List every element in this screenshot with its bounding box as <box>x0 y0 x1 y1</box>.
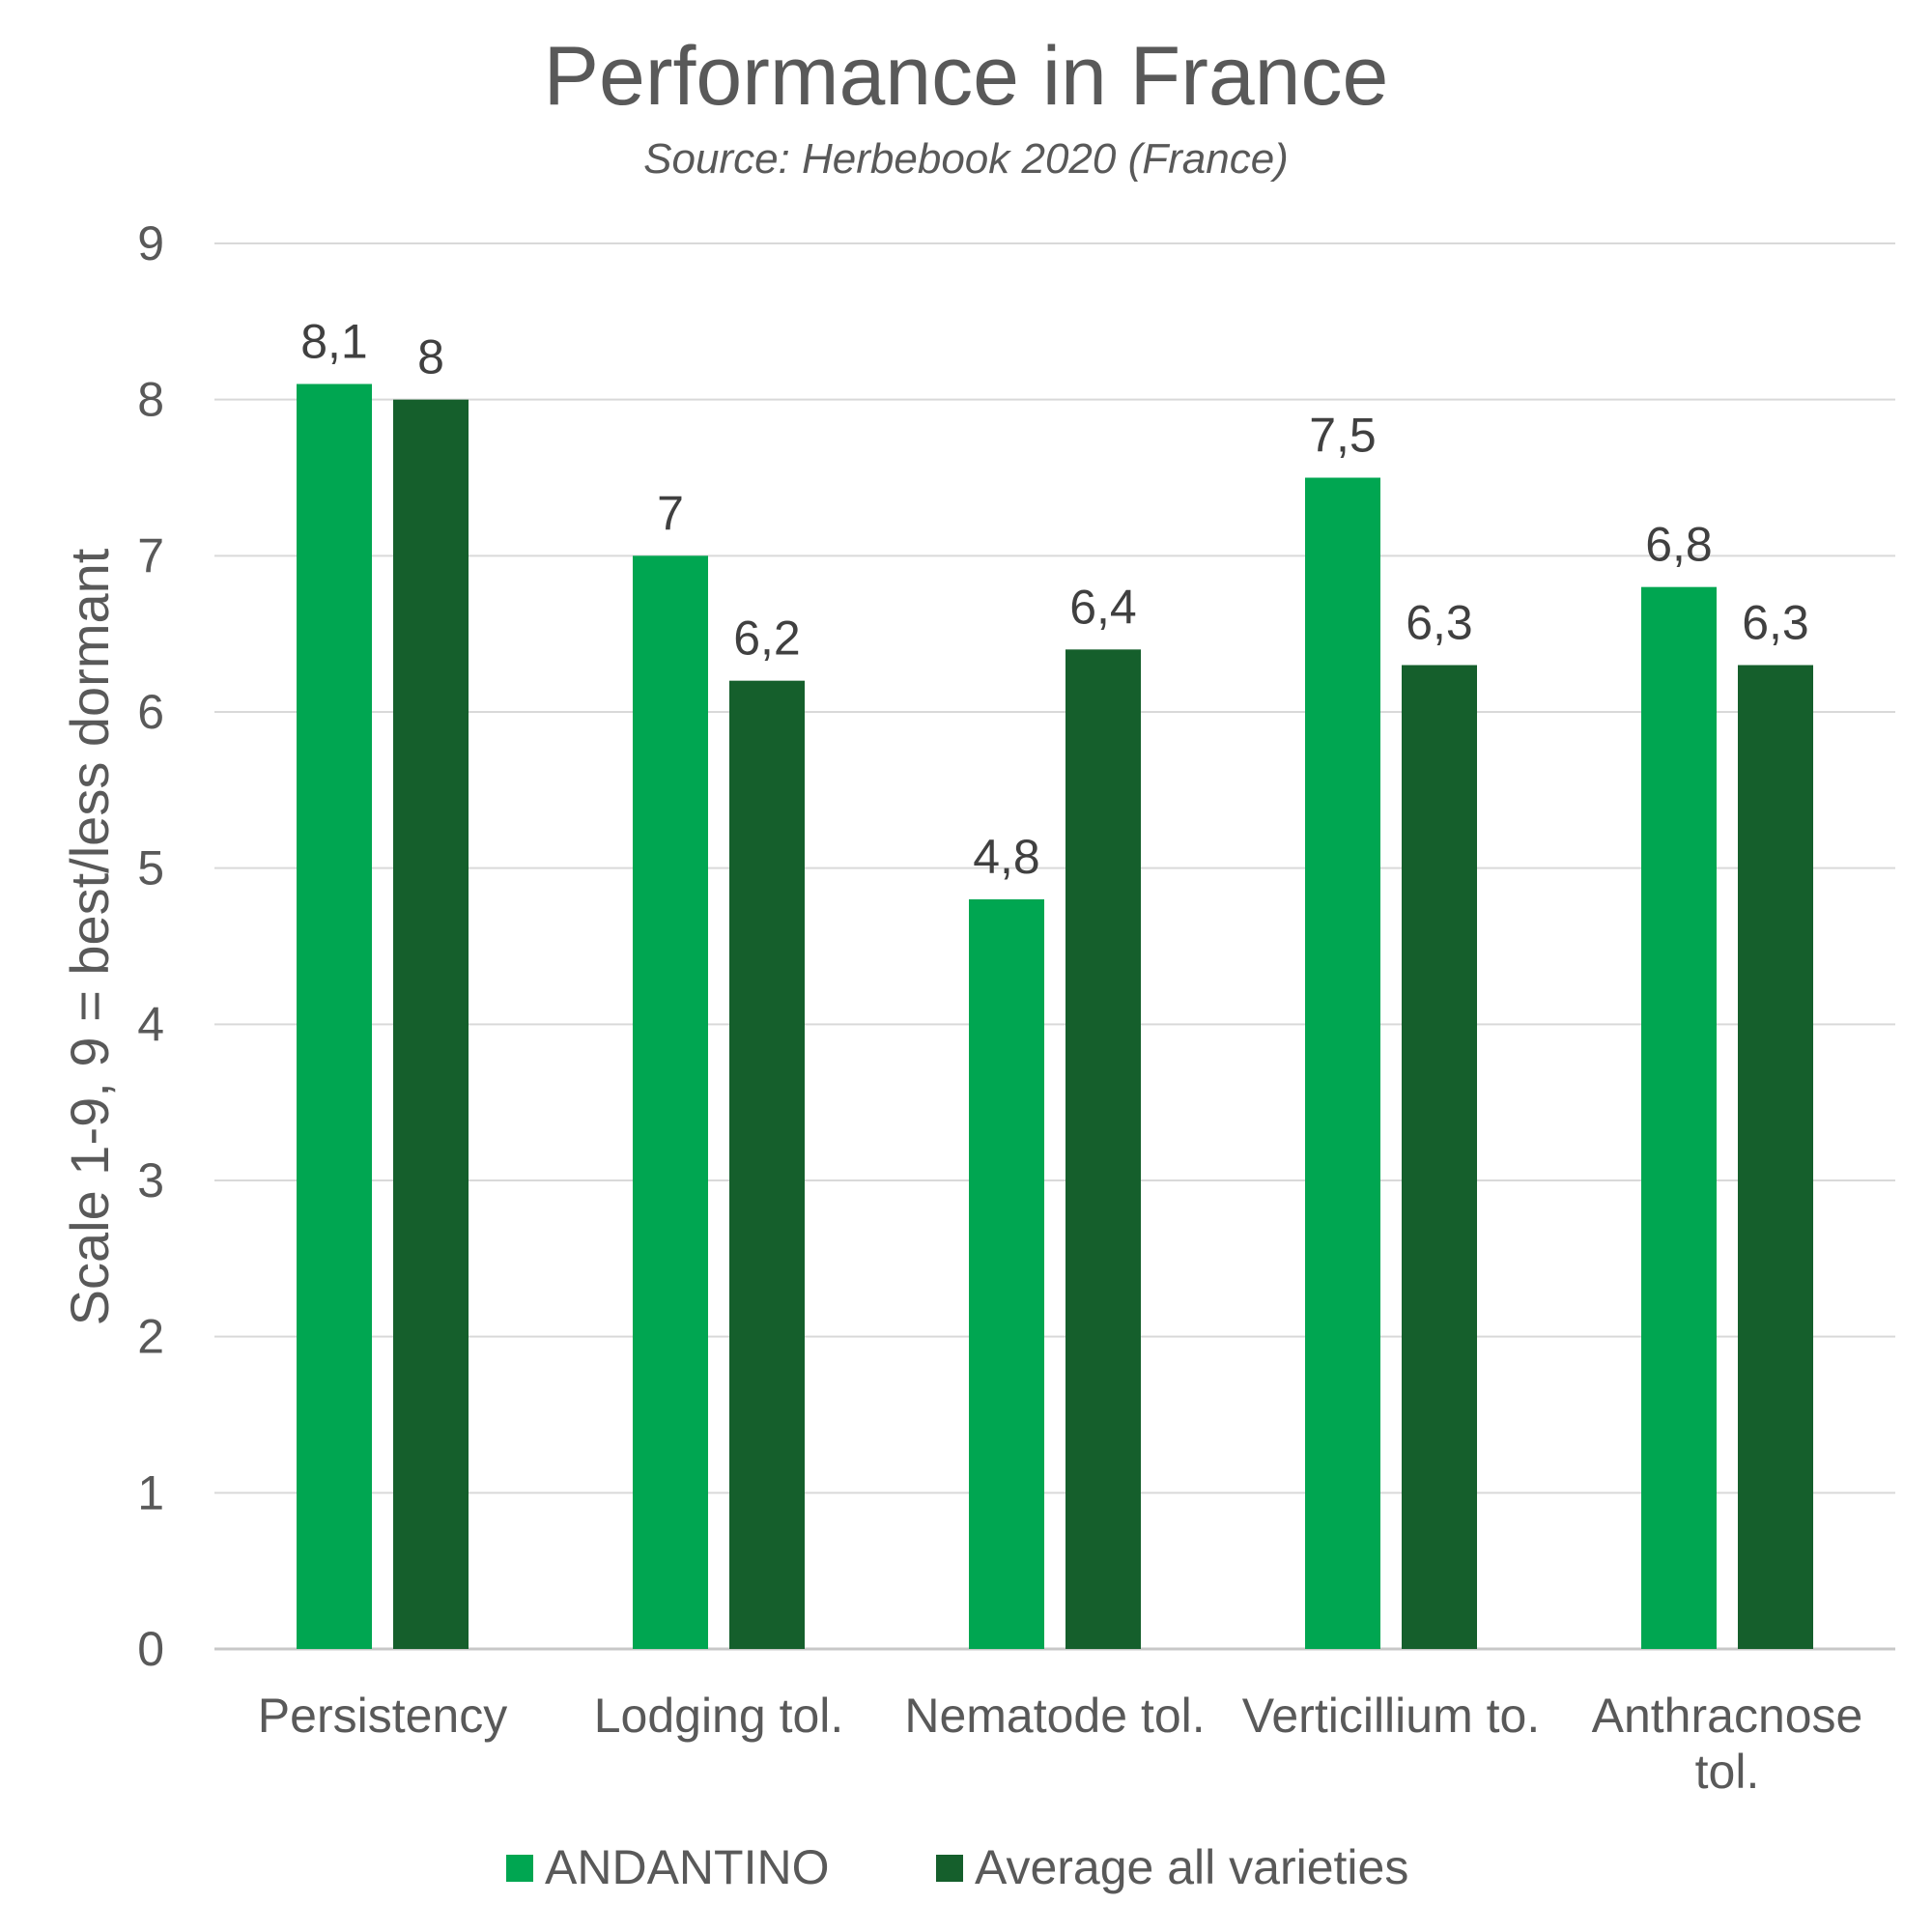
bar <box>1065 649 1141 1650</box>
data-label: 6,2 <box>733 611 801 666</box>
data-label: 8,1 <box>300 315 368 369</box>
bar <box>393 399 469 1650</box>
y-tick-label: 4 <box>137 997 164 1051</box>
chart-subtitle: Source: Herbebook 2020 (France) <box>643 135 1289 183</box>
y-tick-label: 9 <box>137 216 164 270</box>
data-label: 6,3 <box>1742 596 1809 650</box>
data-label: 8 <box>417 330 444 384</box>
bar <box>297 384 372 1649</box>
y-axis-label: Scale 1-9, 9 = best/less dormant <box>59 548 120 1325</box>
x-tick-label: Verticillium to. <box>1242 1689 1540 1743</box>
y-tick-label: 3 <box>137 1153 164 1208</box>
data-label: 6,3 <box>1406 596 1473 650</box>
data-label: 4,8 <box>973 830 1040 884</box>
bar <box>729 680 805 1649</box>
y-tick-label: 7 <box>137 528 164 582</box>
legend-label: ANDANTINO <box>545 1840 829 1894</box>
bar <box>969 899 1044 1649</box>
x-tick-label: Nematode tol. <box>904 1689 1205 1743</box>
bar <box>1641 586 1717 1649</box>
y-tick-label: 2 <box>137 1310 164 1364</box>
y-tick-label: 8 <box>137 373 164 427</box>
data-label: 6,8 <box>1645 518 1713 572</box>
y-tick-label: 1 <box>137 1465 164 1520</box>
x-tick-label: Anthracnose <box>1592 1689 1863 1743</box>
y-tick-label: 5 <box>137 841 164 895</box>
x-tick-label: Persistency <box>258 1689 507 1743</box>
bar <box>633 555 708 1650</box>
data-label: 6,4 <box>1069 580 1137 634</box>
x-tick-label: Lodging tol. <box>594 1689 844 1743</box>
y-tick-label: 6 <box>137 685 164 739</box>
chart-title: Performance in France <box>543 30 1389 123</box>
bar <box>1402 665 1477 1649</box>
bar <box>1738 665 1813 1649</box>
data-label: 7 <box>657 486 684 540</box>
x-tick-label: tol. <box>1695 1745 1760 1799</box>
legend-swatch <box>506 1855 533 1882</box>
y-tick-label: 0 <box>137 1622 164 1676</box>
legend-swatch <box>936 1855 963 1882</box>
data-label: 7,5 <box>1309 409 1377 463</box>
bar <box>1305 477 1380 1649</box>
legend-label: Average all varieties <box>975 1840 1408 1894</box>
